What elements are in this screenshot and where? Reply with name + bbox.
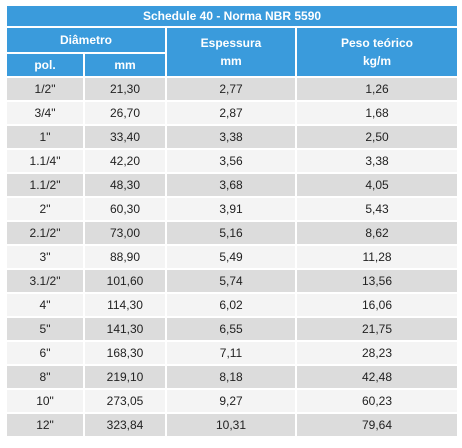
mm-cell: 168,30 [85,342,165,364]
mm-cell: 219,10 [85,366,165,388]
espessura-cell: 2,87 [167,102,295,124]
pol-cell: 1.1/2" [7,174,83,196]
espessura-unit: mm [220,54,242,68]
pol-cell: 5" [7,318,83,340]
table-title: Schedule 40 - Norma NBR 5590 [7,6,458,26]
pol-cell: 10" [7,390,83,412]
table-row: 6" 168,30 7,11 28,23 [7,342,458,364]
table-row: 5" 141,30 6,55 21,75 [7,318,458,340]
mm-cell: 114,30 [85,294,165,316]
espessura-cell: 3,68 [167,174,295,196]
table-row: 2.1/2" 73,00 5,16 8,62 [7,222,458,244]
peso-cell: 60,23 [297,390,458,412]
table-row: 3.1/2" 101,60 5,74 13,56 [7,270,458,292]
table-row: 4" 114,30 6,02 16,06 [7,294,458,316]
peso-cell: 1,68 [297,102,458,124]
pol-cell: 1" [7,126,83,148]
mm-cell: 33,40 [85,126,165,148]
mm-cell: 48,30 [85,174,165,196]
espessura-cell: 9,27 [167,390,295,412]
table-row: 3/4" 26,70 2,87 1,68 [7,102,458,124]
pol-cell: 1/2" [7,78,83,100]
pol-cell: 6" [7,342,83,364]
schedule-table-container: Schedule 40 - Norma NBR 5590 Diâmetro Es… [5,4,459,438]
espessura-cell: 8,18 [167,366,295,388]
peso-cell: 21,75 [297,318,458,340]
peso-cell: 4,05 [297,174,458,196]
pol-cell: 8" [7,366,83,388]
peso-cell: 13,56 [297,270,458,292]
mm-cell: 21,30 [85,78,165,100]
peso-cell: 79,64 [297,414,458,436]
espessura-label: Espessura [200,36,262,50]
pol-cell: 12" [7,414,83,436]
mm-cell: 73,00 [85,222,165,244]
mm-cell: 273,05 [85,390,165,412]
peso-cell: 3,38 [297,150,458,172]
espessura-cell: 3,91 [167,198,295,220]
pol-cell: 3" [7,246,83,268]
mm-cell: 88,90 [85,246,165,268]
espessura-cell: 7,11 [167,342,295,364]
table-row: 3" 88,90 5,49 11,28 [7,246,458,268]
mm-cell: 141,30 [85,318,165,340]
espessura-cell: 6,55 [167,318,295,340]
table-row: 10" 273,05 9,27 60,23 [7,390,458,412]
espessura-header: Espessura mm [167,28,295,76]
table-row: 2" 60,30 3,91 5,43 [7,198,458,220]
table-body: 1/2" 21,30 2,77 1,26 3/4" 26,70 2,87 1,68 1" 33,4… [7,78,458,436]
peso-cell: 42,48 [297,366,458,388]
espessura-cell: 3,38 [167,126,295,148]
peso-cell: 1,26 [297,78,458,100]
mm-cell: 26,70 [85,102,165,124]
espessura-cell: 5,74 [167,270,295,292]
schedule-table: Schedule 40 - Norma NBR 5590 Diâmetro Es… [5,4,459,438]
peso-cell: 5,43 [297,198,458,220]
peso-cell: 2,50 [297,126,458,148]
espessura-cell: 3,56 [167,150,295,172]
peso-cell: 11,28 [297,246,458,268]
peso-header: Peso teórico kg/m [297,28,458,76]
peso-cell: 16,06 [297,294,458,316]
table-row: 1.1/2" 48,30 3,68 4,05 [7,174,458,196]
mm-cell: 42,20 [85,150,165,172]
pol-cell: 2" [7,198,83,220]
pol-cell: 3/4" [7,102,83,124]
pol-cell: 3.1/2" [7,270,83,292]
peso-label: Peso teórico [340,36,414,50]
espessura-cell: 2,77 [167,78,295,100]
espessura-cell: 6,02 [167,294,295,316]
diametro-header: Diâmetro [7,28,165,52]
mm-cell: 101,60 [85,270,165,292]
peso-cell: 8,62 [297,222,458,244]
pol-cell: 2.1/2" [7,222,83,244]
pol-cell: 4" [7,294,83,316]
table-row: 12" 323,84 10,31 79,64 [7,414,458,436]
table-row: 1" 33,40 3,38 2,50 [7,126,458,148]
pol-cell: 1.1/4" [7,150,83,172]
pol-header: pol. [7,54,83,76]
espessura-cell: 5,49 [167,246,295,268]
table-row: 8" 219,10 8,18 42,48 [7,366,458,388]
espessura-cell: 5,16 [167,222,295,244]
mm-cell: 60,30 [85,198,165,220]
peso-unit: kg/m [363,54,392,68]
mm-cell: 323,84 [85,414,165,436]
peso-cell: 28,23 [297,342,458,364]
table-row: 1/2" 21,30 2,77 1,26 [7,78,458,100]
table-row: 1.1/4" 42,20 3,56 3,38 [7,150,458,172]
espessura-cell: 10,31 [167,414,295,436]
mm-header: mm [85,54,165,76]
